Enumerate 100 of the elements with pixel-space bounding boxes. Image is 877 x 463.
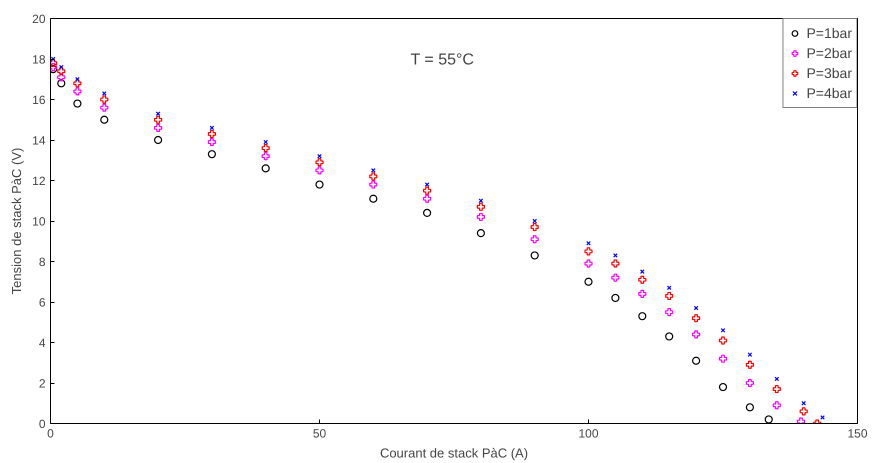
point [746, 403, 754, 412]
point [800, 407, 808, 416]
point [57, 73, 66, 82]
legend-label: P=3bar [806, 65, 852, 81]
point [530, 235, 539, 244]
point [154, 124, 162, 132]
point [611, 294, 620, 302]
point [423, 186, 432, 195]
point [718, 382, 728, 392]
point [75, 76, 80, 82]
x-axis-title: Courant de stack PàC (A) [380, 446, 528, 460]
point [476, 229, 485, 238]
point [611, 274, 620, 282]
point [692, 330, 700, 338]
point [156, 111, 160, 116]
point [73, 87, 82, 96]
point [530, 251, 539, 260]
annotation: T = 55°C [410, 52, 474, 68]
point [764, 415, 773, 424]
point [315, 166, 324, 174]
point [665, 308, 674, 316]
point [50, 56, 56, 62]
x-tick-label: 50 [312, 426, 326, 440]
point [613, 253, 618, 258]
x-tick-label: 100 [578, 426, 599, 440]
point [317, 154, 322, 159]
point [718, 354, 728, 363]
point [50, 58, 58, 68]
point [100, 104, 108, 112]
point [100, 95, 108, 104]
point [262, 152, 270, 160]
point [718, 336, 728, 345]
point [58, 64, 64, 70]
point [262, 164, 270, 172]
point [369, 180, 378, 189]
point [748, 352, 752, 358]
point [640, 269, 645, 274]
point [638, 312, 646, 320]
point [315, 180, 324, 189]
point [208, 150, 216, 158]
point [772, 401, 781, 410]
point [263, 140, 268, 144]
y-tick-label: 2 [38, 376, 46, 390]
point [746, 378, 754, 388]
y-tick-label: 10 [32, 214, 46, 228]
y-tick-label: 0 [38, 417, 46, 431]
y-tick-label: 12 [32, 174, 46, 188]
point [369, 194, 378, 203]
point [154, 116, 162, 124]
y-tick-label: 18 [32, 52, 46, 66]
point [746, 360, 754, 369]
point [772, 384, 781, 394]
point [262, 144, 270, 152]
point [692, 356, 700, 365]
point [584, 278, 593, 286]
point [611, 259, 620, 268]
point [801, 400, 806, 406]
y-tick-label: 14 [32, 134, 46, 148]
point [820, 415, 825, 420]
y-tick-label: 4 [38, 336, 46, 350]
point [102, 91, 107, 96]
point [638, 276, 646, 284]
legend-label: P=4bar [806, 85, 852, 101]
point [210, 125, 214, 130]
legend-label: P=2bar [806, 45, 852, 61]
point [638, 290, 646, 298]
point [584, 247, 593, 256]
point [423, 194, 432, 203]
point [476, 212, 485, 222]
y-axis-title: Tension de stack PàC (V) [9, 148, 24, 294]
x-tick-label: 150 [847, 426, 868, 440]
x-tick-label: 0 [47, 426, 54, 440]
legend-label: P=1bar [806, 25, 852, 41]
point [315, 158, 324, 166]
point [694, 306, 698, 310]
y-tick-label: 16 [32, 93, 46, 107]
point [57, 79, 66, 88]
point [586, 240, 591, 246]
point [423, 208, 432, 217]
point [370, 168, 376, 173]
y-tick-label: 20 [32, 12, 46, 26]
point [796, 417, 806, 424]
point [584, 259, 593, 268]
point [666, 285, 672, 290]
point [424, 182, 430, 187]
point [100, 116, 108, 124]
point [476, 202, 485, 211]
point [208, 130, 216, 138]
point [692, 314, 700, 322]
point [208, 138, 216, 146]
point [369, 172, 378, 181]
point [532, 218, 538, 224]
point [73, 99, 82, 108]
point [665, 292, 674, 300]
point [665, 332, 674, 341]
point [478, 198, 484, 204]
y-tick-label: 8 [38, 255, 46, 269]
point [73, 79, 82, 88]
y-tick-label: 6 [38, 296, 46, 310]
point [774, 376, 780, 382]
